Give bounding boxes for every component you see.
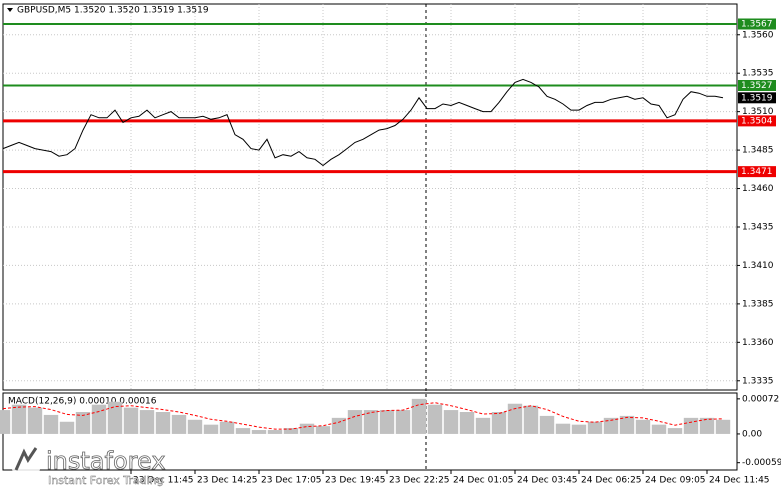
x-tick-label: 23 Dec 17:05 xyxy=(261,476,322,486)
macd-bar xyxy=(203,424,219,434)
menu-arrow xyxy=(7,8,13,12)
level-label-bg xyxy=(738,115,776,127)
macd-bar xyxy=(299,423,315,434)
macd-title: MACD(12,26,9) 0.00010 0.00016 xyxy=(8,397,157,407)
level-label: 1.3519 xyxy=(741,93,773,103)
macd-bar xyxy=(507,403,523,434)
macd-bar xyxy=(91,404,107,434)
macd-bar xyxy=(539,415,555,434)
x-tick-label: 23 Dec 11:45 xyxy=(133,476,194,486)
y-tick-label: 1.3535 xyxy=(742,69,774,79)
macd-bar xyxy=(155,412,171,434)
macd-bar xyxy=(43,414,59,434)
logo-text: instaforex xyxy=(46,447,166,475)
macd-bar xyxy=(459,412,475,434)
macd-bar xyxy=(475,417,491,434)
level-label: 1.3504 xyxy=(741,116,773,126)
y-tick-label: 0.00072 xyxy=(742,394,779,404)
macd-bar xyxy=(587,421,603,434)
y-tick-label: 1.3360 xyxy=(742,338,774,348)
y-tick-label: 1.3385 xyxy=(742,299,774,309)
macd-bar xyxy=(667,428,683,434)
y-tick-label: 1.3460 xyxy=(742,184,774,194)
macd-bar xyxy=(331,417,347,434)
y-tick-label: 1.3410 xyxy=(742,261,774,271)
macd-bar xyxy=(619,415,635,434)
macd-bar xyxy=(491,412,507,434)
level-label-bg xyxy=(738,18,776,30)
macd-bar xyxy=(651,424,667,434)
x-tick-label: 24 Dec 01:05 xyxy=(453,476,514,486)
macd-bar xyxy=(27,407,43,434)
x-tick-label: 23 Dec 14:25 xyxy=(197,476,258,486)
macd-bar xyxy=(571,424,587,434)
level-label: 1.3527 xyxy=(741,81,773,91)
level-label-bg xyxy=(738,166,776,178)
y-tick-label: -0.00059 xyxy=(742,458,781,468)
macd-bar xyxy=(107,401,123,434)
macd-bar xyxy=(523,405,539,434)
macd-bar xyxy=(187,419,203,434)
macd-bar xyxy=(75,412,91,434)
x-tick-label: 24 Dec 06:25 xyxy=(581,476,642,486)
macd-bar xyxy=(555,423,571,434)
y-tick-label: 1.3335 xyxy=(742,376,774,386)
macd-bar xyxy=(443,410,459,434)
macd-bar xyxy=(283,428,299,434)
logo-tagline: Instant Forex Trading xyxy=(48,474,164,487)
macd-bar xyxy=(139,410,155,434)
macd-bar xyxy=(315,426,331,434)
macd-bar xyxy=(683,417,699,434)
macd-bar xyxy=(347,410,363,434)
x-tick-label: 23 Dec 22:25 xyxy=(389,476,450,486)
logo-icon xyxy=(14,447,38,471)
y-tick-label: 0.00 xyxy=(742,429,762,439)
macd-bar xyxy=(267,430,283,434)
price-line xyxy=(2,78,724,167)
level-label-bg xyxy=(738,92,776,104)
macd-bar xyxy=(235,428,251,434)
level-label: 1.3471 xyxy=(741,167,773,177)
x-tick-label: 24 Dec 09:05 xyxy=(645,476,706,486)
macd-bar xyxy=(251,430,267,434)
main-panel xyxy=(2,3,738,391)
x-tick-label: 24 Dec 11:45 xyxy=(709,476,770,486)
macd-bar xyxy=(171,414,187,434)
macd-bar xyxy=(635,419,651,434)
logo-badge xyxy=(10,446,42,478)
macd-bar xyxy=(379,410,395,434)
y-tick-label: 1.3435 xyxy=(742,222,774,232)
macd-bar xyxy=(603,417,619,434)
macd-bar xyxy=(59,421,75,434)
macd-bar xyxy=(699,417,715,434)
x-tick-label: 24 Dec 03:45 xyxy=(517,476,578,486)
macd-bar xyxy=(715,419,731,434)
level-label-bg xyxy=(738,80,776,92)
macd-bar xyxy=(363,410,379,434)
macd-bar xyxy=(427,404,443,434)
macd-bar xyxy=(0,410,11,434)
macd-bar xyxy=(411,398,427,434)
y-tick-label: 1.3560 xyxy=(742,30,774,40)
y-tick-label: 1.3510 xyxy=(742,107,774,117)
signal-line xyxy=(2,402,724,430)
macd-bar xyxy=(123,407,139,434)
level-label: 1.3567 xyxy=(741,19,773,29)
chart-title: GBPUSD,M5 1.3520 1.3520 1.3519 1.3519 xyxy=(17,6,209,16)
y-tick-label: 1.3485 xyxy=(742,146,774,156)
macd-bar xyxy=(395,410,411,434)
macd-bar xyxy=(219,421,235,434)
macd-bar xyxy=(11,404,27,434)
x-tick-label: 23 Dec 19:45 xyxy=(325,476,386,486)
logo xyxy=(10,446,42,478)
